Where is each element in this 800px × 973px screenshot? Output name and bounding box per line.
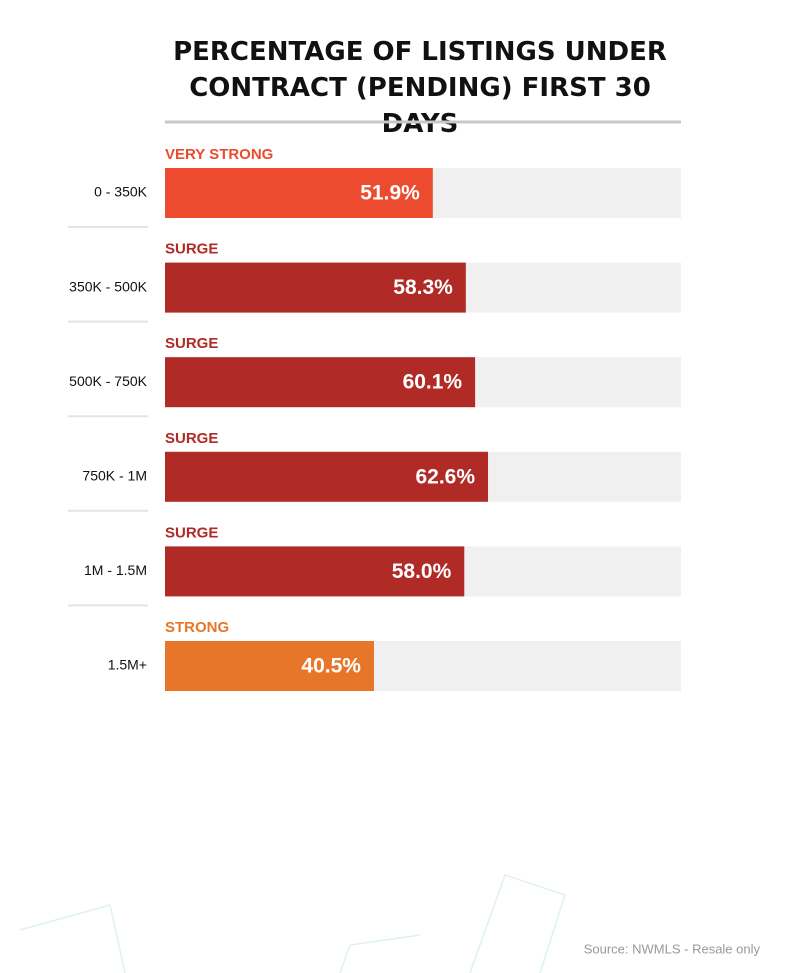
bar	[165, 641, 374, 691]
status-label: SURGE	[165, 241, 218, 258]
status-label: VERY STRONG	[165, 146, 273, 163]
bar	[165, 168, 433, 218]
value-label: 51.9%	[360, 182, 420, 205]
status-label: SURGE	[165, 335, 218, 352]
value-label: 58.3%	[393, 276, 453, 299]
category-label: 1.5M+	[108, 657, 147, 673]
category-label: 1M - 1.5M	[84, 562, 147, 578]
value-label: 40.5%	[301, 655, 361, 678]
value-label: 60.1%	[403, 371, 463, 394]
bar	[165, 546, 465, 597]
chart-title: PERCENTAGE OF LISTINGS UNDER CONTRACT (P…	[173, 37, 667, 139]
bar	[165, 357, 476, 408]
category-label: 0 - 350K	[94, 184, 148, 200]
category-label: 500K - 750K	[69, 373, 147, 389]
source-note: Source: NWMLS - Resale only	[584, 941, 761, 956]
category-label: 750K - 1M	[82, 468, 147, 484]
bar	[165, 262, 466, 313]
category-label: 350K - 500K	[69, 278, 147, 294]
status-label: SURGE	[165, 430, 218, 447]
bar	[165, 451, 489, 502]
status-label: STRONG	[165, 619, 229, 636]
value-label: 62.6%	[415, 465, 475, 488]
value-label: 58.0%	[392, 560, 452, 583]
status-label: SURGE	[165, 524, 218, 541]
decoration	[19, 874, 566, 973]
